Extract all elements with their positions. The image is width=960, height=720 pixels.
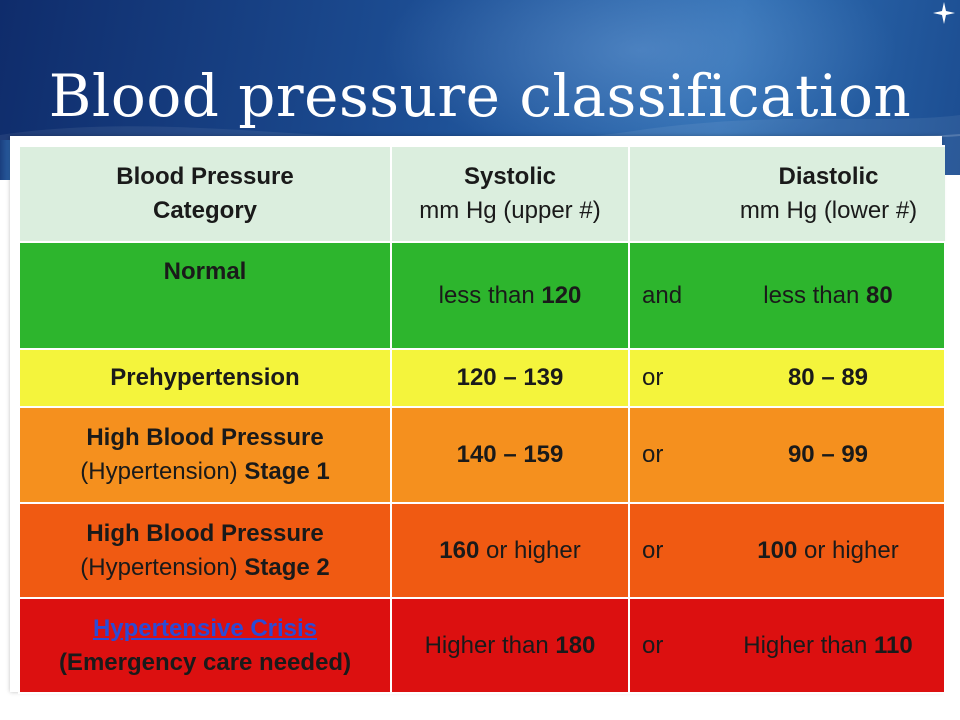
category-cell: Normal <box>18 241 392 350</box>
conjunction-cell: and <box>628 241 712 350</box>
header-systolic-sub: mm Hg (upper #) <box>419 197 601 224</box>
category-cell: High Blood Pressure (Hypertension) Stage… <box>18 406 392 504</box>
table-row: High Blood Pressure (Hypertension) Stage… <box>18 502 946 599</box>
diastolic-value: 100 <box>757 536 798 564</box>
conjunction-cell: or <box>628 502 712 599</box>
header-category: Blood Pressure Category <box>18 145 392 243</box>
conjunction-cell: or <box>628 597 712 694</box>
systolic-value: 160 <box>439 536 480 564</box>
header-category-line1: Blood Pressure <box>116 163 294 190</box>
table-row: Hypertensive Crisis (Emergency care need… <box>18 597 946 694</box>
diastolic-suffix: or higher <box>797 536 899 564</box>
table-row: Normal less than 120 and less than 80 <box>18 241 946 350</box>
category-line2: (Hypertension) Stage 1 <box>20 455 390 489</box>
category-stage: Stage 1 <box>244 458 330 485</box>
table-row: High Blood Pressure (Hypertension) Stage… <box>18 406 946 504</box>
diastolic-value: 110 <box>874 631 913 659</box>
header-systolic-title: Systolic <box>463 163 557 190</box>
conjunction-cell: or <box>628 348 712 408</box>
diastolic-cell: 90 – 99 <box>712 406 946 504</box>
systolic-cell: 160 or higher <box>390 502 630 599</box>
systolic-value: 120 <box>541 281 582 309</box>
header-diastolic: Diastolic mm Hg (lower #) <box>712 145 945 243</box>
diastolic-cell: less than 80 <box>712 241 946 350</box>
diastolic-value: 80 <box>866 281 893 309</box>
category-cell: High Blood Pressure (Hypertension) Stage… <box>18 502 392 599</box>
category-line2: (Emergency care needed) <box>58 648 352 676</box>
diastolic-cell: Higher than 110 <box>712 597 946 694</box>
category-cell: Hypertensive Crisis (Emergency care need… <box>18 597 392 694</box>
diastolic-cell: 100 or higher <box>712 502 946 599</box>
systolic-prefix: Higher than <box>424 631 556 659</box>
category-line1: High Blood Pressure <box>86 424 324 451</box>
category-line2-plain: (Hypertension) <box>80 553 245 581</box>
slide-title: Blood pressure classification <box>48 62 912 130</box>
category-line2: (Hypertension) Stage 2 <box>20 551 390 585</box>
bp-classification-table: Blood Pressure Category Systolic mm Hg (… <box>18 145 946 694</box>
category-line1: High Blood Pressure <box>86 519 324 547</box>
header-category-line2: Category <box>152 197 258 224</box>
category-cell: Prehypertension <box>18 348 392 408</box>
systolic-prefix: less than <box>438 281 542 309</box>
table-row: Prehypertension 120 – 139 or 80 – 89 <box>18 348 946 408</box>
header-spacer <box>629 145 712 243</box>
table-header-row: Blood Pressure Category Systolic mm Hg (… <box>18 145 945 243</box>
diastolic-prefix: Higher than <box>743 631 875 659</box>
systolic-cell: 140 – 159 <box>390 406 630 504</box>
hypertensive-crisis-link[interactable]: Hypertensive Crisis <box>92 614 318 642</box>
header-systolic: Systolic mm Hg (upper #) <box>390 145 630 243</box>
systolic-cell: less than 120 <box>390 241 630 350</box>
banner-glow <box>380 0 900 160</box>
diastolic-prefix: less than <box>763 281 867 309</box>
systolic-value: 180 <box>555 631 596 659</box>
category-line2-plain: (Hypertension) <box>80 458 245 485</box>
category-stage: Stage 2 <box>244 553 330 581</box>
four-point-star-icon <box>933 2 955 24</box>
conjunction-cell: or <box>628 406 712 504</box>
header-diastolic-title: Diastolic <box>778 163 879 190</box>
diastolic-cell: 80 – 89 <box>712 348 946 408</box>
systolic-suffix: or higher <box>479 536 581 564</box>
header-diastolic-sub: mm Hg (lower #) <box>739 197 918 224</box>
systolic-cell: Higher than 180 <box>390 597 630 694</box>
systolic-cell: 120 – 139 <box>390 348 630 408</box>
panel-edge <box>0 140 10 180</box>
